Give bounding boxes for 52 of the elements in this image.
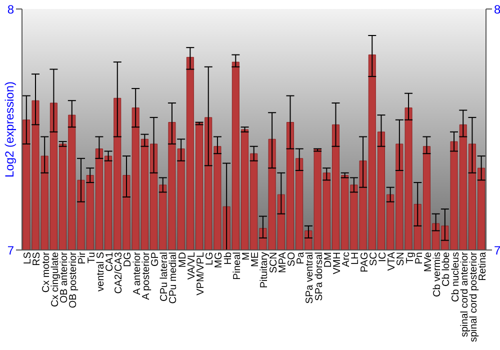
x-tick-label: Pn [414,252,425,264]
x-tick-label: A anterior [132,251,143,295]
x-tick-label: spinal cord anterior [459,251,470,338]
x-tick-label: SCN [268,252,280,274]
x-tick-label: VA/VL [186,252,198,280]
x-tick-label: ME [250,252,262,267]
x-tick-label: CA2/CA3 [114,252,125,294]
x-tick-label: RS [32,252,43,266]
x-tick-label: Pineal [232,252,243,280]
x-tick-label: SC [368,252,380,266]
x-tick-label: CPu medial [168,252,180,304]
x-tick-label: A posterior [140,251,152,300]
x-tick-label: Cx cingulate [50,252,61,308]
x-tick-label: DG [122,252,134,267]
x-tick-label: Tu [86,252,98,264]
x-tick-label: ventral S [95,252,106,292]
y2-tick-label: 8 [494,2,500,16]
x-tick-label: LG [204,252,216,266]
x-tick-label: SO [286,252,298,266]
x-tick-label: Pa [296,252,307,264]
x-tick-label: VMH [332,252,343,274]
x-tick-label: GP [150,252,162,266]
x-tick-label: MD [177,252,188,268]
x-tick-label: Hb [222,252,234,265]
x-tick-label: Pir [77,251,88,264]
x-tick-label: SPa ventral [304,252,316,304]
x-tick-label: CA1 [104,252,116,272]
x-tick-label: LS [22,252,34,264]
x-tick-label: SN [396,252,407,266]
x-tick-label: OB posterior [68,251,80,308]
x-tick-label: Cb lobe [441,252,452,286]
x-tick-label: Arc [341,252,352,267]
x-tick-label: MPA [277,252,288,273]
x-tick-label: Tg [404,252,416,264]
x-tick-label: Cx motor [40,251,52,293]
y-axis-title: Log2 (expression) [2,81,16,178]
y2-tick-label: 7 [494,243,500,258]
x-tick-label: MVe [422,252,434,272]
x-tick-label: DM [322,252,334,268]
x-tick-label: M [241,252,252,260]
x-tick-label: OB anterior [59,251,70,304]
x-tick-label: Pituitary [259,252,270,288]
x-tick-label: SPa dorsal [314,252,325,301]
x-tick-label: LH [350,252,362,265]
x-tick-label: VTA [386,252,398,271]
x-tick-label: PAG [359,252,370,272]
x-tick-label: Retina [478,252,489,281]
x-tick-label: MG [214,252,225,268]
x-tick-label: IC [377,252,388,262]
x-tick-label: VPM/VPL [196,252,207,296]
x-tick-label: spinal cord posterior [468,251,480,342]
x-tick-label: Cb nucleus [450,252,462,302]
